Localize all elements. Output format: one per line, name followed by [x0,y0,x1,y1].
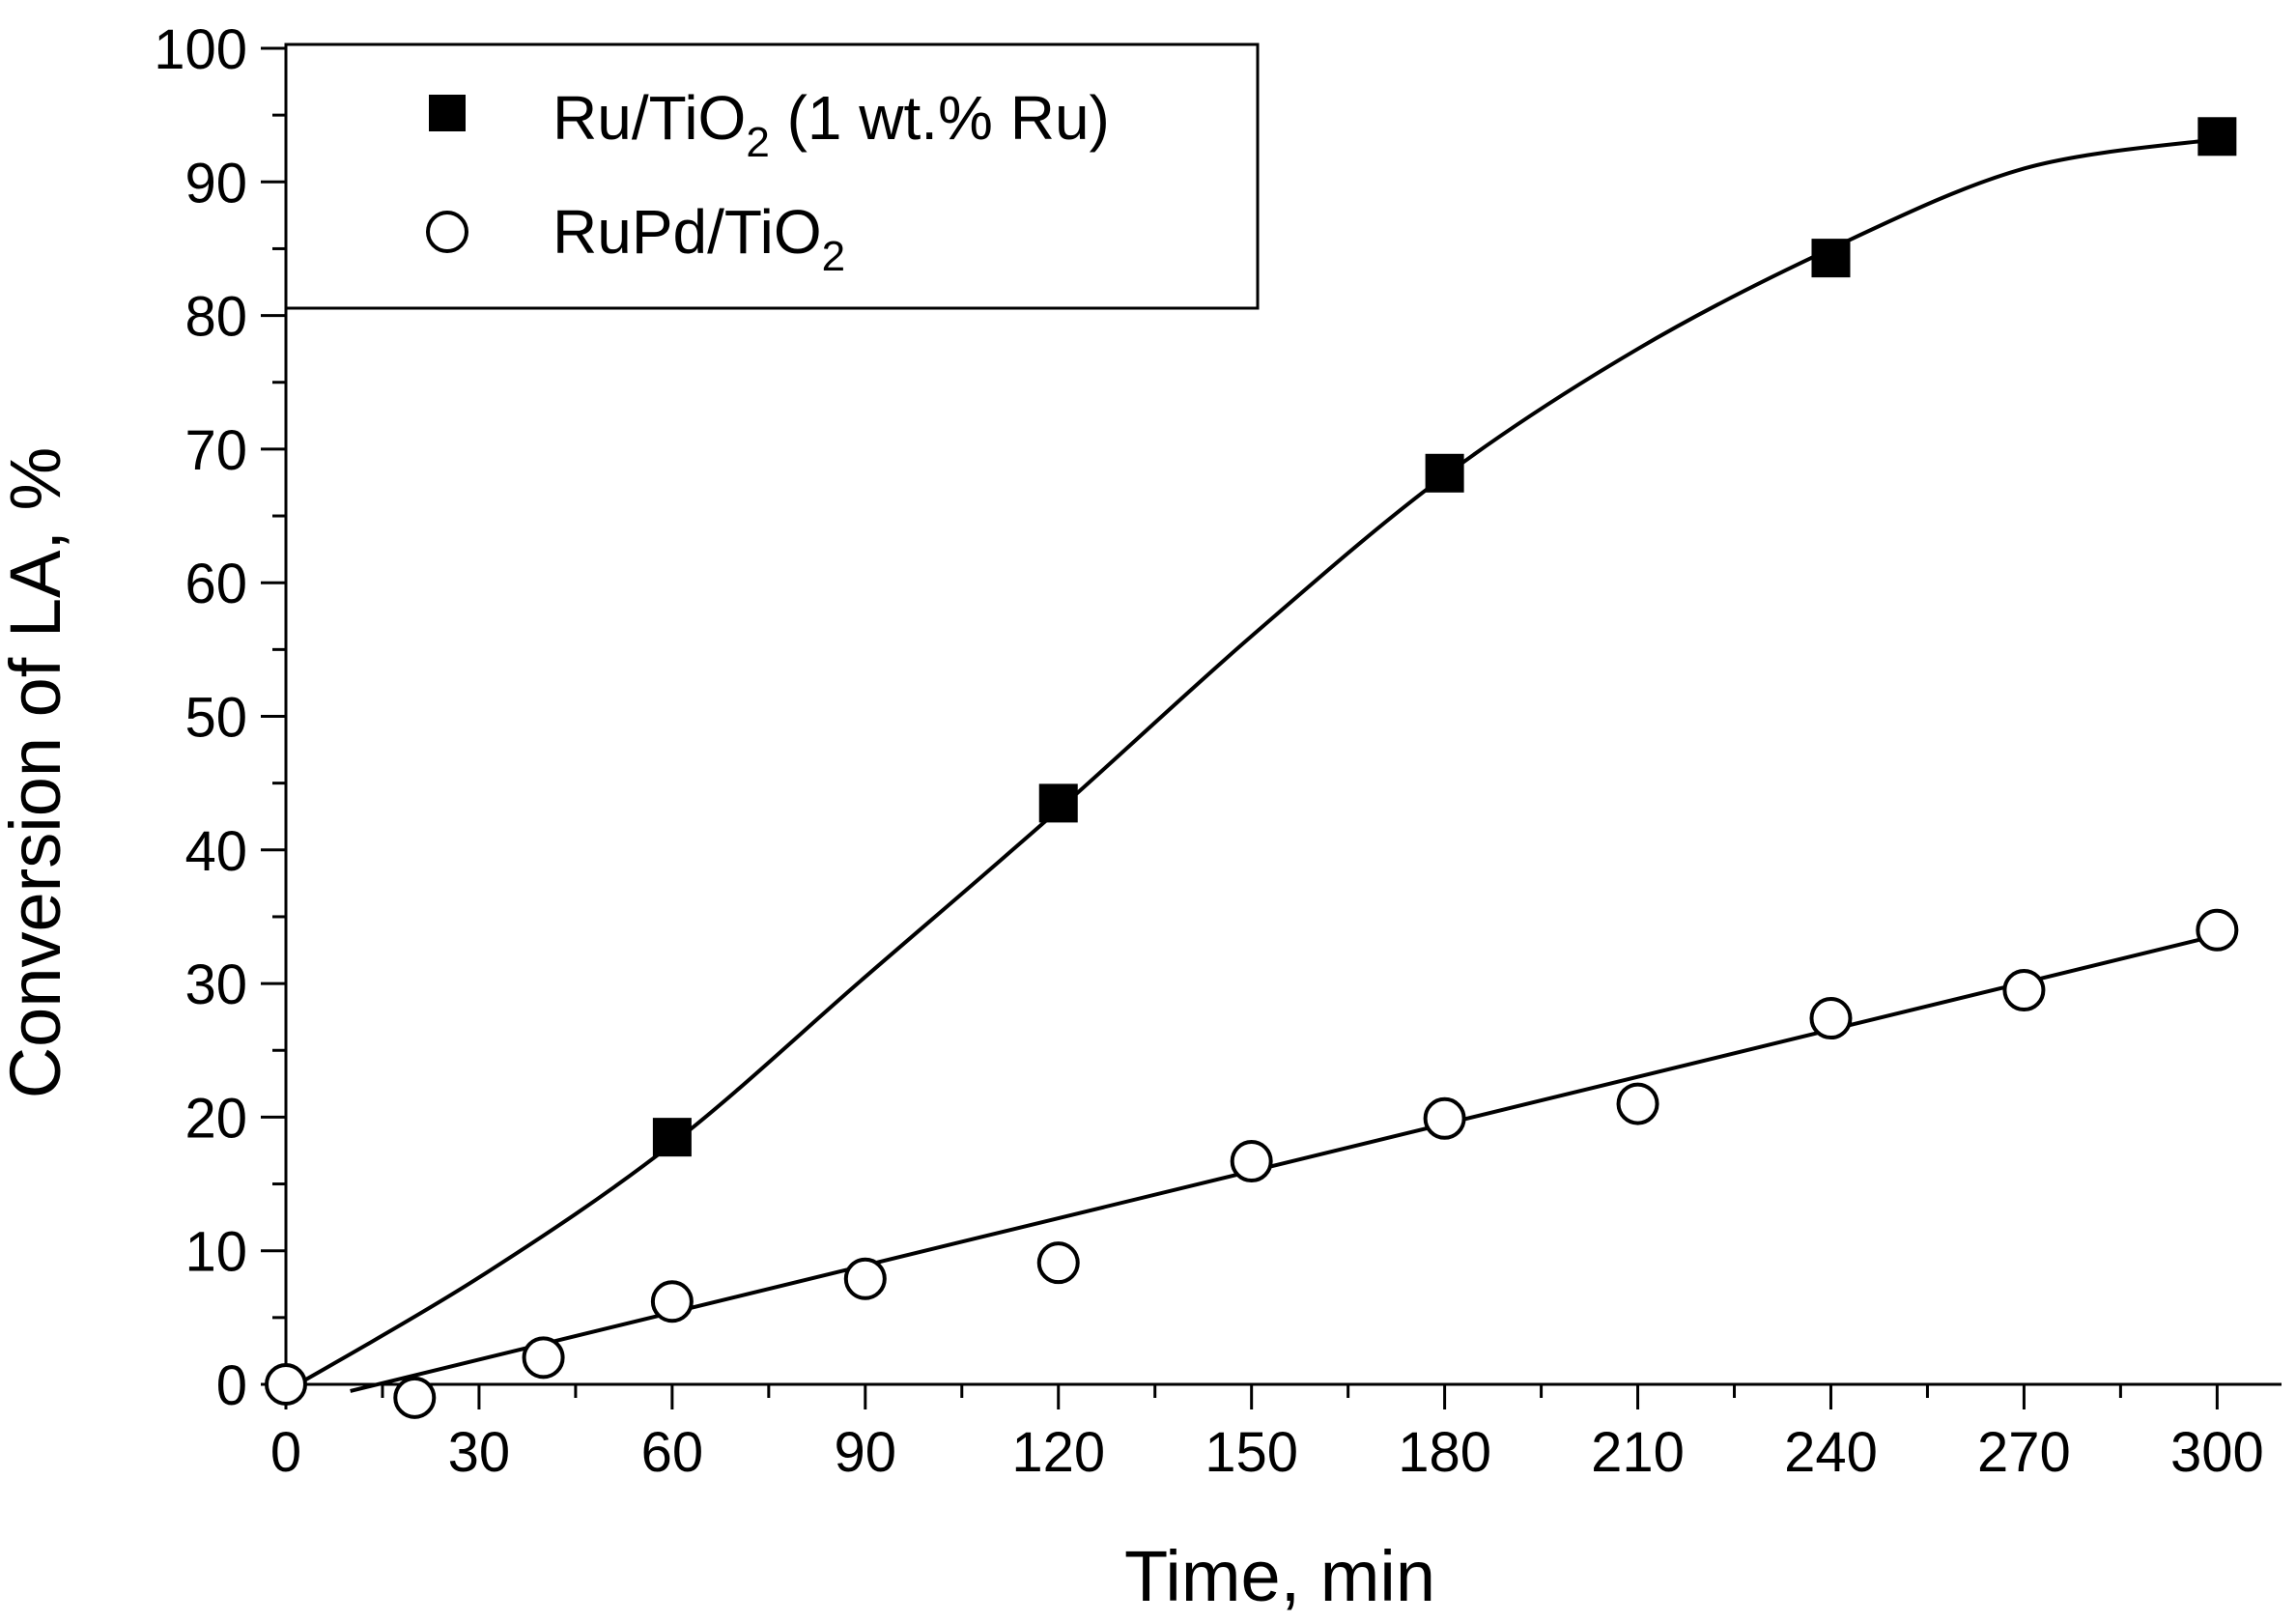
x-tick-label: 150 [1205,1421,1298,1484]
fit-line-ru-tio2 [284,137,2218,1393]
y-axis-label: Conversion of LA, % [0,447,75,1099]
y-tick-label: 80 [184,286,247,349]
data-point-circle [265,1363,307,1406]
legend-label-ru-tio2-sub: 2 [746,119,769,166]
legend-label-rupd-tio2: RuPd/TiO2 [553,197,845,280]
x-tick-label: 180 [1398,1421,1491,1484]
y-tick-label: 60 [184,553,247,615]
legend-marker-open-circle [426,211,468,253]
x-tick-label: 30 [448,1421,511,1484]
legend-label-ru-tio2-tail: (1 wt.% Ru) [770,83,1110,153]
y-tick-label: 40 [184,820,247,883]
data-point-circle [1809,997,1853,1040]
x-tick-label: 0 [270,1421,301,1484]
x-tick-label: 120 [1011,1421,1105,1484]
y-tick-label: 90 [184,152,247,214]
data-point-circle [2196,908,2239,952]
data-point-square [1425,453,1464,493]
x-axis-label: Time, min [1124,1536,1435,1616]
data-point-square [1811,239,1851,278]
data-point-square [2197,117,2237,157]
x-tick-label: 240 [1784,1421,1878,1484]
y-tick-label: 0 [216,1354,247,1417]
x-tick-label: 210 [1591,1421,1685,1484]
data-markers [265,117,2239,1419]
x-axis: 0 30 60 90 120 150 180 210 240 270 300 [270,1382,2282,1484]
legend: Ru/TiO2 (1 wt.% Ru) RuPd/TiO2 [284,43,1260,310]
y-tick-label: 100 [154,18,247,81]
data-point-circle [1036,1241,1080,1285]
y-axis: 0 10 20 30 40 50 60 70 80 90 100 [154,18,288,1417]
data-point-circle [522,1336,565,1380]
legend-marker-filled-square [429,95,466,131]
fit-line-rupd-tio2 [350,933,2218,1393]
legend-label-rupd-tio2-base: RuPd/TiO [553,197,822,267]
legend-box [284,43,1260,310]
data-point-circle [2002,969,2046,1012]
data-point-circle [1230,1140,1273,1183]
data-point-circle [1423,1096,1466,1140]
data-point-circle [843,1257,887,1300]
legend-label-ru-tio2: Ru/TiO2 (1 wt.% Ru) [553,83,1110,166]
data-point-square [1038,783,1078,823]
data-point-square [652,1118,692,1157]
x-tick-label: 300 [2170,1421,2264,1484]
data-point-circle [650,1280,694,1323]
data-point-circle [1616,1082,1659,1125]
x-tick-label: 270 [1977,1421,2071,1484]
y-tick-label: 50 [184,687,247,750]
x-tick-label: 60 [641,1421,704,1484]
legend-label-ru-tio2-base: Ru/TiO [553,83,746,153]
fit-lines [284,137,2218,1393]
data-point-circle [393,1376,437,1419]
x-tick-label: 90 [835,1421,897,1484]
legend-label-rupd-tio2-sub: 2 [822,233,845,280]
y-tick-label: 10 [184,1221,247,1284]
y-tick-label: 70 [184,419,247,482]
y-tick-label: 20 [184,1087,247,1150]
y-tick-label: 30 [184,953,247,1016]
